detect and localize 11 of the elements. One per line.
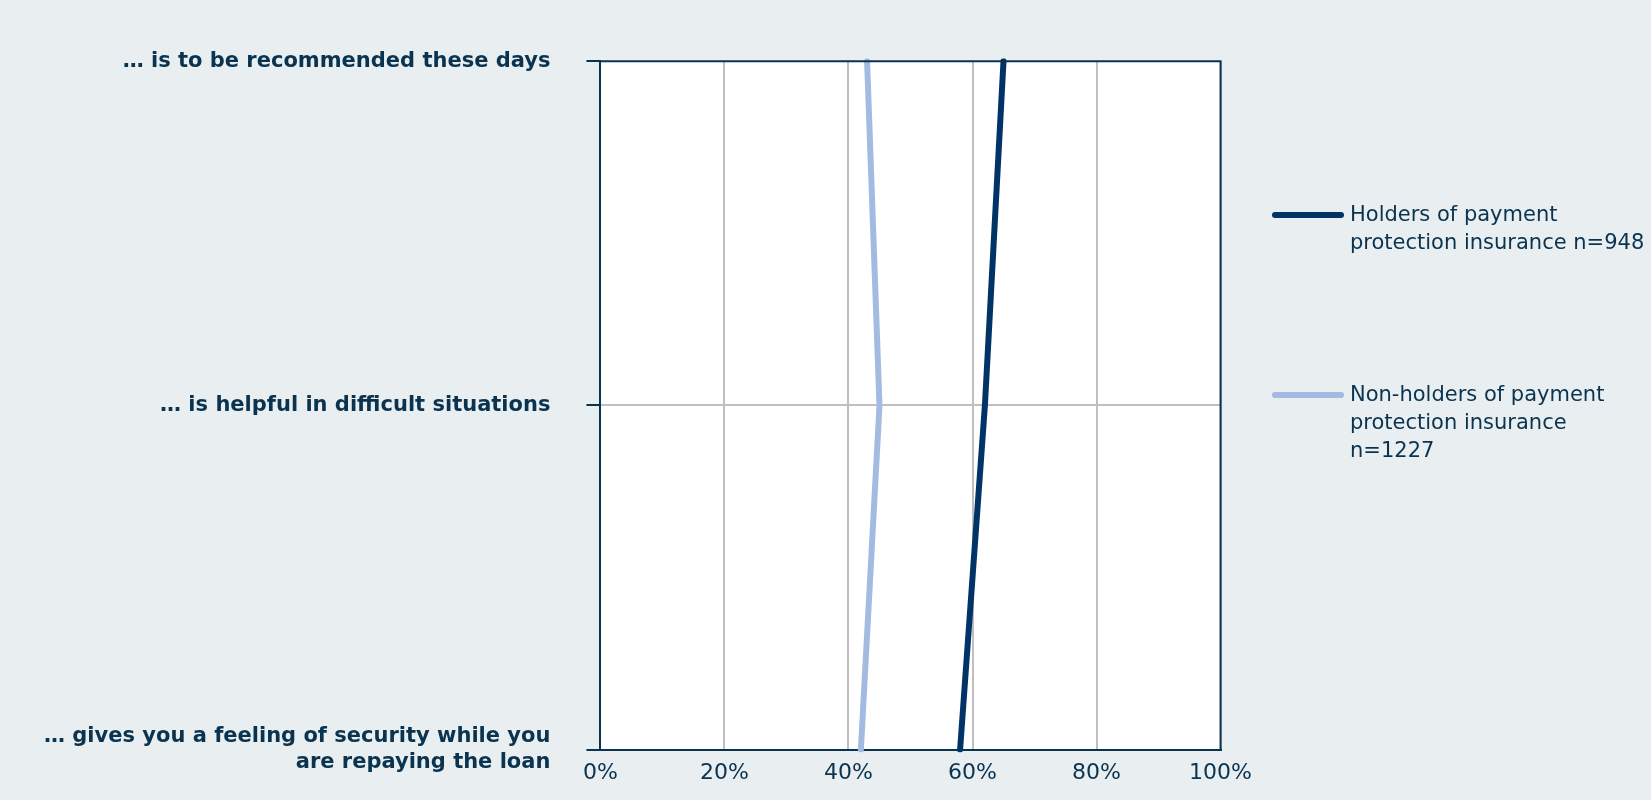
x-tick-label: 60% — [948, 758, 997, 784]
x-tick-label: 80% — [1072, 758, 1121, 784]
x-tick-label: 100% — [1189, 758, 1253, 784]
x-tick-label: 20% — [700, 758, 749, 784]
y-tick-label: … is helpful in difficult situations — [160, 391, 551, 416]
x-tick-label: 40% — [824, 758, 873, 784]
legend-label: Non-holders of payment protection insurance n=1227 — [1350, 381, 1606, 464]
x-tick-label: 0% — [582, 758, 618, 784]
y-tick-label: … is to be recommended these days — [122, 47, 551, 72]
y-tick-label: … gives you a feeling of security while you are repaying the loan — [43, 723, 551, 773]
legend-label: Holders of payment protection insurance n=948 — [1350, 201, 1646, 256]
